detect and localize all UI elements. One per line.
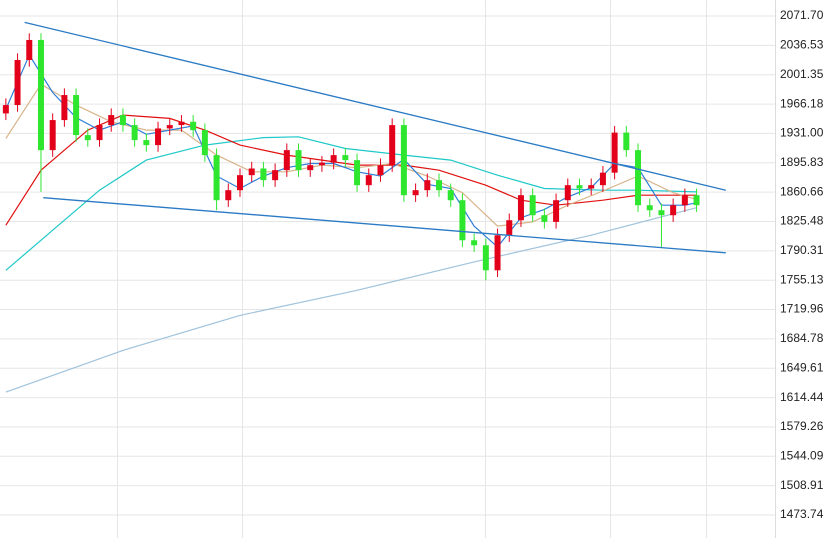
candle-body [236,175,243,191]
candle-body [96,125,103,141]
candle-body [377,165,384,176]
candle-body [61,95,68,121]
candle-body [131,125,138,141]
candle-body [517,195,524,221]
y-tick-label: 1860.66 [780,184,824,198]
candle-body [84,135,91,141]
candle-body [108,115,115,126]
candle-body [272,170,279,181]
trend-line [43,197,726,254]
y-tick-label: 2036.53 [780,38,824,52]
candle-body [646,205,653,211]
y-tick-label: 1825.48 [780,214,824,228]
candle-body [412,190,419,196]
candle-body [260,168,267,181]
candle-body [307,165,314,171]
candle-body [225,190,232,201]
candle-body [295,150,302,171]
candle-body [143,140,150,146]
candle-body [436,180,443,191]
candle-body [49,120,56,151]
candle-body [599,172,606,186]
candle-body [119,115,126,126]
candle-body [73,95,80,136]
candle-body [37,39,44,151]
y-tick-label: 1790.31 [780,243,824,257]
candle-body [14,60,21,106]
y-tick-label: 1544.09 [780,448,824,462]
y-tick-label: 1649.61 [780,360,824,374]
candle-body [400,125,407,196]
moving-average [5,53,697,248]
candle-body [459,200,466,241]
candle-body [623,132,630,151]
candle-body [155,128,162,146]
candle-body [588,185,595,189]
y-tick-label: 2071.70 [780,8,824,22]
candle-body [529,195,536,216]
candle-body [365,175,372,186]
candle-body [681,195,688,206]
candle-body [330,155,337,163]
candle-body [564,185,571,201]
trend-line [24,21,726,191]
candle-body [471,240,478,246]
y-tick-label: 1614.44 [780,390,824,404]
candle-body [658,210,665,216]
candle-body [494,235,501,271]
moving-average [5,83,697,227]
candle-body [611,132,618,173]
candle-body [166,125,173,129]
moving-average [5,207,697,393]
candle-body [178,121,185,126]
candle-body [342,155,349,161]
y-tick-label: 1684.78 [780,331,824,345]
candle-body [389,125,396,166]
candle-body [506,220,513,236]
y-tick-label: 1473.74 [780,507,824,521]
candle-body [354,160,361,186]
candle-body [693,195,700,206]
candle-body [553,200,560,222]
candle-body [424,180,431,191]
candle-body [26,39,33,61]
y-tick-label: 1755.13 [780,272,824,286]
y-tick-label: 1579.26 [780,419,824,433]
candle-body [201,130,208,156]
candle-body [576,185,583,189]
y-tick-label: 1931.00 [780,126,824,140]
y-tick-label: 1895.83 [780,155,824,169]
y-tick-label: 2001.35 [780,67,824,81]
candle-body [541,215,548,222]
candle-body [318,162,325,166]
candle-body [283,150,290,171]
vertical-grid [117,0,707,538]
y-tick-label: 1966.18 [780,96,824,110]
candle-body [190,121,197,131]
candle-body [248,168,255,176]
candle-body [635,150,642,206]
y-tick-label: 1719.96 [780,302,824,316]
candle-body [670,205,677,216]
candle-body [213,155,220,201]
candle-body [482,245,489,271]
moving-average [5,114,697,226]
candle-body [447,190,454,201]
y-tick-label: 1508.91 [780,478,824,492]
candle-body [2,105,9,114]
